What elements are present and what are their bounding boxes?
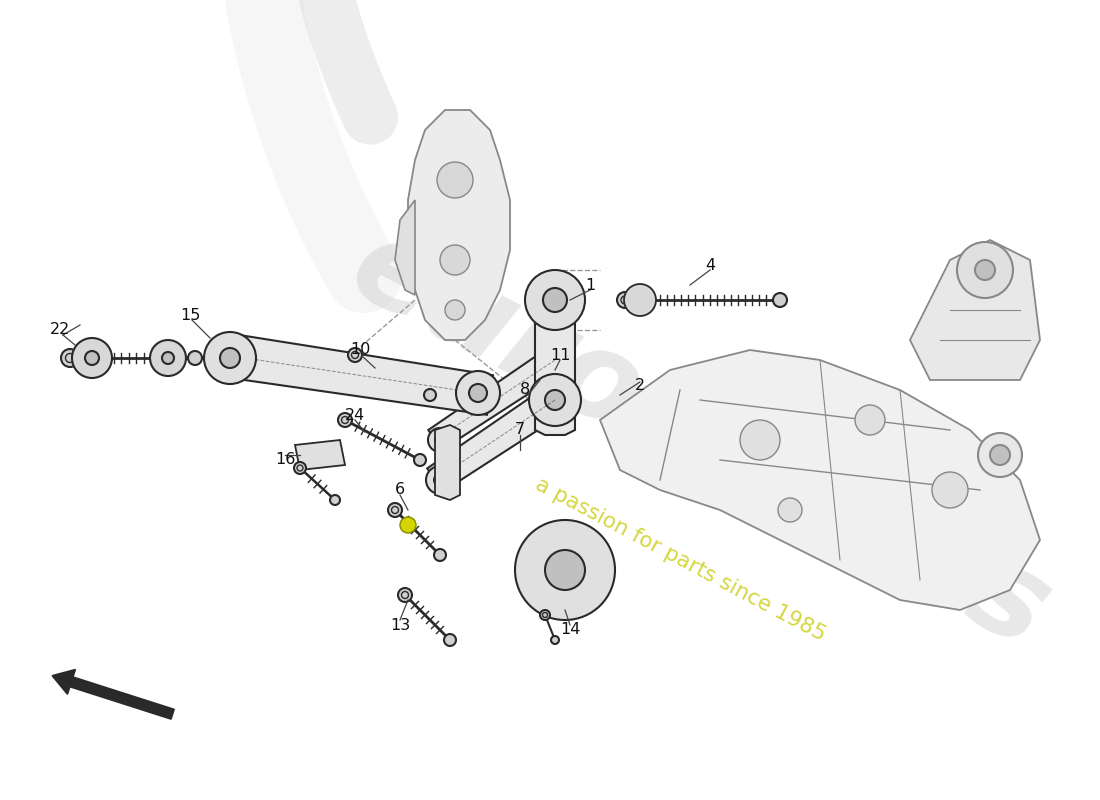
- Circle shape: [544, 390, 565, 410]
- Circle shape: [529, 374, 581, 426]
- Circle shape: [551, 636, 559, 644]
- Circle shape: [204, 332, 256, 384]
- Circle shape: [440, 245, 470, 275]
- Circle shape: [424, 389, 436, 401]
- Text: 2: 2: [635, 378, 645, 393]
- FancyArrowPatch shape: [53, 670, 174, 718]
- Text: 15: 15: [179, 307, 200, 322]
- Circle shape: [162, 352, 174, 364]
- Circle shape: [220, 348, 240, 368]
- Circle shape: [294, 462, 306, 474]
- Circle shape: [437, 162, 473, 198]
- Circle shape: [338, 413, 352, 427]
- Circle shape: [72, 338, 112, 378]
- Circle shape: [60, 349, 79, 367]
- Circle shape: [398, 588, 412, 602]
- Circle shape: [330, 495, 340, 505]
- Text: 7: 7: [515, 422, 525, 438]
- Polygon shape: [910, 240, 1040, 380]
- Circle shape: [400, 517, 416, 533]
- Polygon shape: [600, 350, 1040, 610]
- Text: 8: 8: [520, 382, 530, 398]
- Polygon shape: [295, 440, 345, 470]
- Circle shape: [456, 371, 501, 415]
- Circle shape: [434, 474, 446, 486]
- Circle shape: [348, 348, 362, 362]
- Text: 10: 10: [350, 342, 371, 358]
- Circle shape: [150, 340, 186, 376]
- Polygon shape: [535, 275, 575, 435]
- Text: 24: 24: [345, 407, 365, 422]
- Text: a passion for parts since 1985: a passion for parts since 1985: [531, 474, 828, 646]
- Polygon shape: [222, 334, 493, 414]
- Text: 11: 11: [550, 347, 570, 362]
- Circle shape: [990, 445, 1010, 465]
- Text: 1: 1: [585, 278, 595, 293]
- Circle shape: [85, 351, 99, 365]
- Circle shape: [446, 300, 465, 320]
- Polygon shape: [428, 348, 563, 450]
- Circle shape: [388, 503, 401, 517]
- Circle shape: [428, 428, 452, 452]
- Circle shape: [426, 466, 454, 494]
- Circle shape: [444, 634, 456, 646]
- Circle shape: [544, 550, 585, 590]
- Circle shape: [434, 435, 446, 445]
- Circle shape: [515, 520, 615, 620]
- Circle shape: [414, 454, 426, 466]
- Circle shape: [617, 292, 632, 308]
- Text: 13: 13: [389, 618, 410, 633]
- Circle shape: [773, 293, 786, 307]
- Circle shape: [543, 288, 566, 312]
- Circle shape: [855, 405, 886, 435]
- Circle shape: [957, 242, 1013, 298]
- Circle shape: [469, 384, 487, 402]
- Polygon shape: [408, 110, 510, 340]
- Text: eurospares: eurospares: [331, 207, 1068, 673]
- Circle shape: [188, 351, 202, 365]
- Polygon shape: [434, 425, 460, 500]
- Circle shape: [540, 610, 550, 620]
- Text: 14: 14: [560, 622, 580, 638]
- Circle shape: [525, 270, 585, 330]
- Text: 22: 22: [50, 322, 70, 338]
- Text: 6: 6: [395, 482, 405, 498]
- Polygon shape: [395, 200, 415, 295]
- Polygon shape: [427, 386, 564, 492]
- Circle shape: [434, 549, 446, 561]
- Circle shape: [624, 284, 656, 316]
- Circle shape: [975, 260, 996, 280]
- Circle shape: [778, 498, 802, 522]
- Circle shape: [978, 433, 1022, 477]
- Text: 16: 16: [275, 453, 295, 467]
- Text: 4: 4: [705, 258, 715, 273]
- Circle shape: [932, 472, 968, 508]
- Circle shape: [740, 420, 780, 460]
